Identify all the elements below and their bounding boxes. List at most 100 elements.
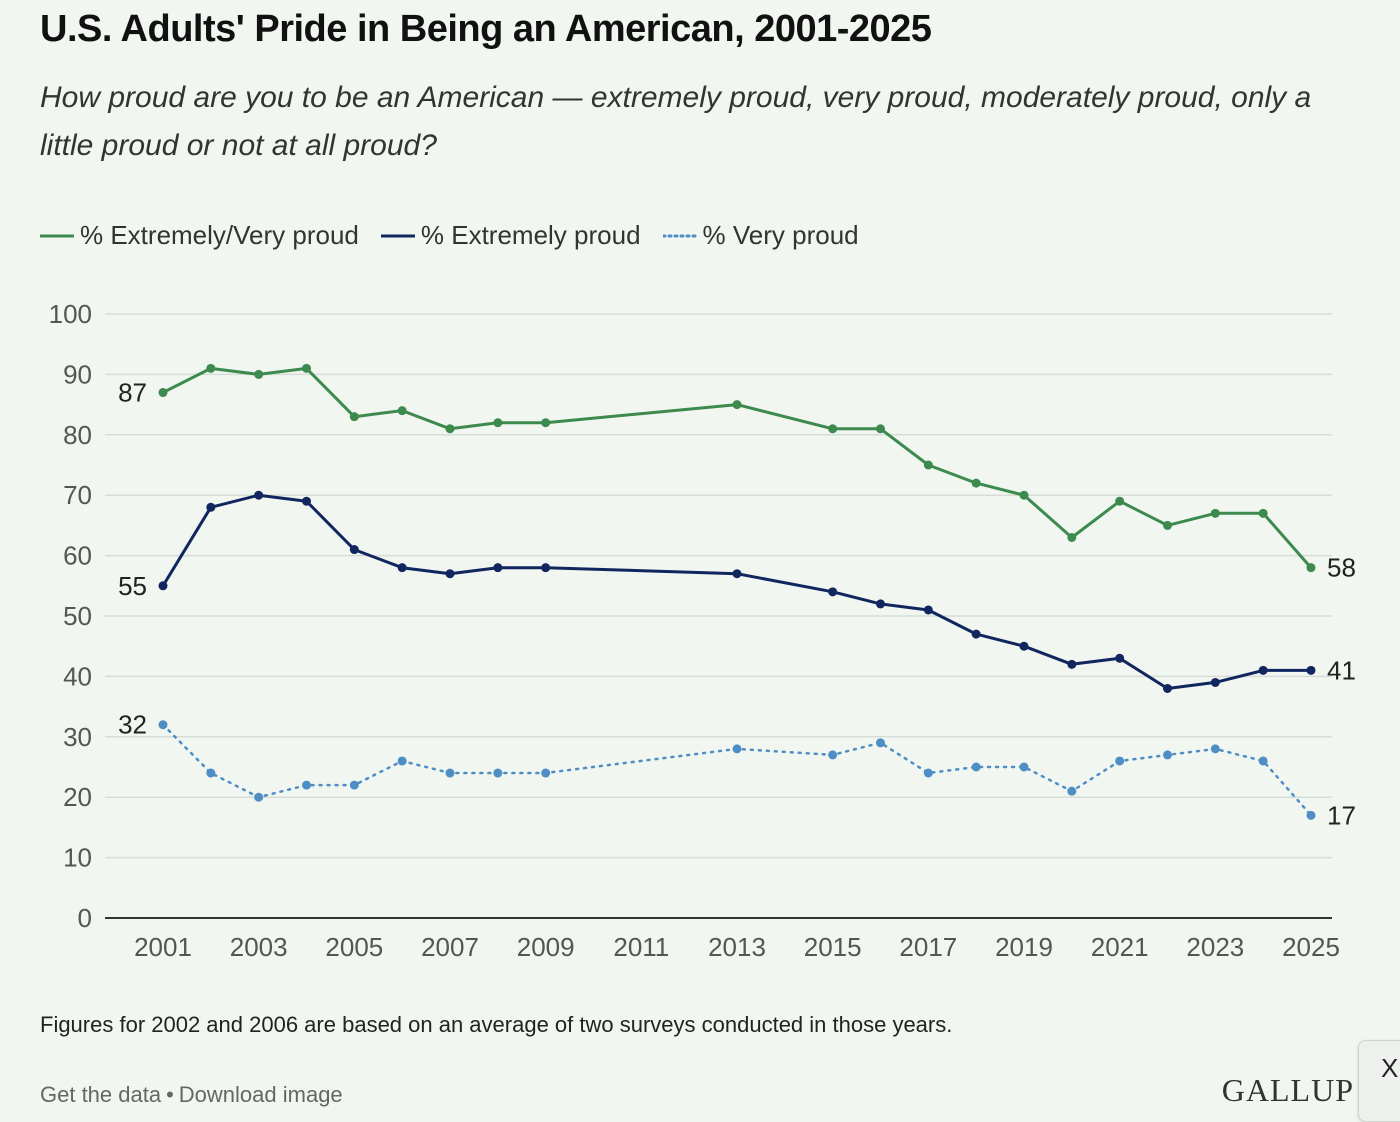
legend-item-very: % Very proud — [662, 220, 859, 251]
series-line-extremely — [161, 493, 1313, 690]
y-tick-label: 20 — [63, 782, 92, 812]
data-point-very — [732, 744, 742, 754]
data-point-very — [828, 750, 838, 760]
data-point-extremely — [1067, 659, 1077, 669]
chart-subtitle: How proud are you to be an American — ex… — [40, 81, 1312, 162]
data-point-very — [445, 768, 455, 778]
data-point-very — [493, 768, 503, 778]
data-point-very — [1067, 786, 1077, 796]
data-point-extremely-very — [828, 424, 838, 434]
data-point-extremely-very — [1019, 490, 1029, 500]
data-point-extremely-very — [1210, 508, 1220, 518]
data-point-extremely-very — [971, 478, 981, 488]
close-button[interactable]: X — [1358, 1040, 1400, 1122]
data-point-extremely — [876, 599, 885, 609]
chart-title: U.S. Adults' Pride in Being an American,… — [40, 8, 932, 50]
x-tick-label: 2001 — [134, 932, 192, 962]
data-point-very — [158, 720, 168, 730]
legend-label-extremely: % Extremely proud — [420, 220, 641, 250]
data-point-very — [1019, 762, 1029, 772]
x-tick-label: 2003 — [230, 932, 288, 962]
data-point-very — [1258, 756, 1268, 766]
y-tick-label: 50 — [63, 601, 92, 631]
x-tick-label: 2023 — [1186, 932, 1244, 962]
data-point-very — [1163, 750, 1172, 760]
start-label-very: 32 — [118, 710, 147, 740]
get-data-link[interactable]: Get the data — [40, 1082, 162, 1107]
data-point-extremely — [541, 563, 551, 573]
data-point-extremely — [1115, 653, 1125, 663]
chart-legend: % Extremely/Very proud % Extremely proud… — [40, 220, 881, 251]
chart-footnote: Figures for 2002 and 2006 are based on a… — [40, 1012, 953, 1037]
data-point-extremely-very — [349, 412, 359, 422]
data-point-extremely-very — [206, 363, 216, 373]
data-point-extremely-very — [541, 418, 551, 428]
data-point-extremely — [1210, 677, 1220, 687]
x-tick-label: 2021 — [1091, 932, 1149, 962]
data-point-very — [923, 768, 933, 778]
x-tick-label: 2013 — [708, 932, 766, 962]
data-point-very — [971, 762, 981, 772]
data-point-very — [541, 768, 551, 778]
grid-lines — [105, 313, 1332, 919]
data-point-very — [1115, 756, 1125, 766]
end-label-very: 17 — [1327, 800, 1356, 830]
data-point-extremely-very — [923, 460, 933, 470]
y-axis-ticks: 0 10 20 30 40 50 60 70 80 90 100 — [49, 299, 92, 933]
x-tick-label: 2007 — [421, 932, 479, 962]
data-point-extremely-very — [254, 369, 264, 379]
end-label-extremely-very: 58 — [1327, 553, 1356, 583]
start-label-extremely: 55 — [118, 571, 147, 601]
y-tick-label: 30 — [63, 722, 92, 752]
data-point-extremely — [1163, 683, 1172, 693]
y-tick-label: 10 — [63, 843, 92, 873]
legend-swatch-very — [662, 226, 697, 246]
data-point-extremely-very — [397, 406, 407, 416]
footer-links: Get the data • Download image — [40, 1082, 343, 1108]
series-line-very — [161, 723, 1313, 817]
data-point-extremely — [1258, 665, 1268, 675]
data-point-very — [1306, 810, 1316, 820]
y-tick-label: 100 — [49, 299, 92, 329]
data-point-very — [206, 768, 216, 778]
y-tick-label: 90 — [63, 359, 92, 389]
data-point-very — [397, 756, 407, 766]
footer-separator: • — [166, 1082, 174, 1107]
x-tick-label: 2011 — [613, 932, 669, 962]
y-tick-label: 80 — [63, 420, 92, 450]
data-point-extremely — [732, 569, 742, 579]
download-image-link[interactable]: Download image — [178, 1082, 343, 1107]
data-point-extremely-very — [1067, 532, 1077, 542]
data-point-extremely — [971, 629, 981, 639]
y-tick-label: 0 — [78, 903, 92, 933]
legend-item-extremely: % Extremely proud — [380, 220, 641, 251]
series-lines — [158, 363, 1316, 820]
y-tick-label: 60 — [63, 541, 92, 571]
end-label-extremely: 41 — [1327, 655, 1356, 685]
data-point-extremely — [158, 581, 168, 591]
start-label-extremely-very: 87 — [118, 378, 147, 408]
y-tick-label: 70 — [63, 480, 92, 510]
data-point-extremely — [302, 496, 311, 506]
x-tick-label: 2015 — [804, 932, 862, 962]
data-point-extremely-very — [445, 424, 455, 434]
legend-swatch-extremely-very — [40, 226, 74, 246]
x-axis-ticks: 2001 2003 2005 2007 2009 2011 2013 2015 2017 2019… — [134, 932, 1340, 962]
data-point-extremely — [254, 490, 264, 500]
y-tick-label: 40 — [63, 661, 92, 691]
data-point-extremely-very — [1115, 496, 1125, 506]
legend-label-extremely-very: % Extremely/Very proud — [80, 220, 359, 250]
data-point-extremely-very — [158, 388, 168, 398]
data-point-extremely — [1019, 641, 1029, 651]
data-point-extremely — [493, 563, 503, 573]
data-point-extremely — [445, 569, 455, 579]
data-point-very — [302, 780, 311, 790]
gallup-logo: GALLUP — [1221, 1072, 1354, 1108]
series-line-extremely-very — [161, 366, 1313, 570]
close-icon: X — [1381, 1053, 1399, 1083]
data-point-very — [876, 738, 885, 748]
legend-label-very: % Very proud — [702, 220, 859, 250]
data-point-extremely — [923, 605, 933, 615]
x-tick-label: 2017 — [899, 932, 957, 962]
